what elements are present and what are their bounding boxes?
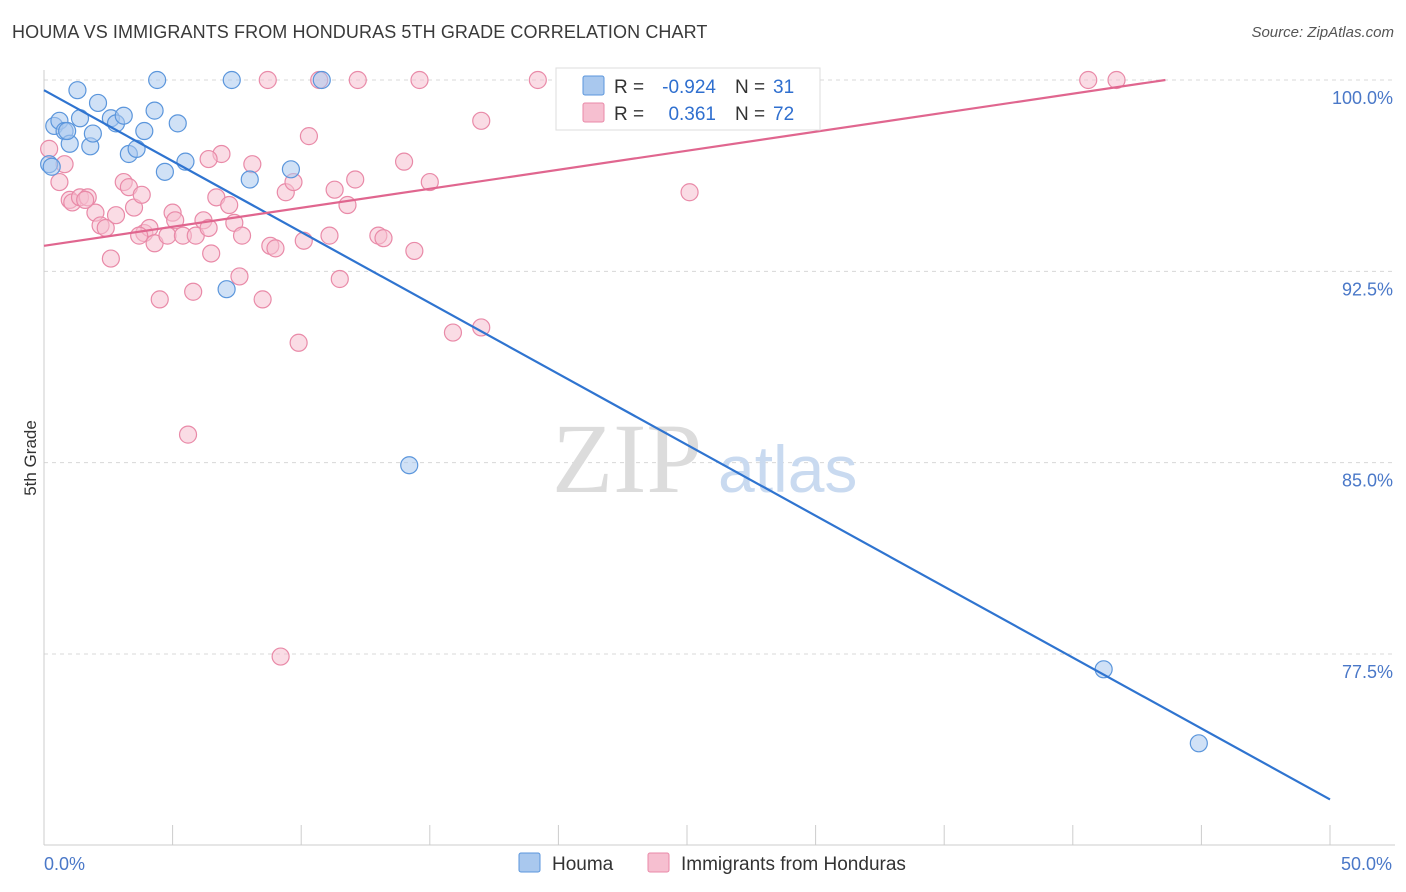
honduras-point — [132, 185, 151, 204]
houma-point — [83, 124, 102, 143]
watermark-atlas: atlas — [718, 432, 857, 506]
honduras-point — [680, 183, 699, 202]
honduras-point — [320, 226, 339, 245]
houma-point — [68, 81, 87, 100]
houma-point — [58, 121, 77, 141]
stats-r-value-honduras: 0.361 — [668, 104, 716, 125]
honduras-point — [1107, 70, 1126, 90]
honduras-point — [420, 172, 439, 192]
houma-point — [42, 157, 61, 176]
houma-point — [135, 121, 154, 141]
houma-point — [1189, 734, 1208, 753]
honduras-point — [40, 139, 59, 158]
stats-legend-swatch-houma — [582, 75, 605, 96]
houma-point — [155, 162, 174, 181]
houma-point — [88, 93, 108, 113]
honduras-point — [325, 180, 344, 199]
honduras-point — [289, 333, 308, 352]
x-tick-label-max: 50.0% — [1341, 854, 1392, 874]
houma-point — [145, 101, 164, 120]
stats-r-label-honduras: R = — [614, 104, 644, 125]
honduras-point — [346, 170, 365, 189]
houma-point — [222, 70, 241, 90]
honduras-point — [348, 70, 367, 90]
y-tick-labels: 100.0% 92.5% 85.0% 77.5% — [1332, 88, 1393, 682]
honduras-point — [202, 244, 221, 263]
honduras-point — [294, 231, 313, 250]
stats-n-value-houma: 31 — [773, 77, 794, 98]
houma-point — [114, 106, 133, 125]
trend-lines — [43, 78, 1331, 801]
legend-swatch-honduras — [647, 852, 670, 873]
houma-point — [240, 170, 259, 189]
honduras-point — [243, 155, 262, 174]
honduras-point — [253, 290, 272, 309]
honduras-point — [150, 290, 169, 309]
x-tick-marks — [43, 825, 1331, 845]
houma-point — [168, 114, 187, 133]
source-label: Source: ZipAtlas.com — [1251, 24, 1394, 41]
honduras-point — [271, 647, 290, 666]
honduras-trend-line — [43, 78, 1166, 247]
legend-swatch-houma — [518, 852, 541, 873]
honduras-point — [258, 70, 277, 90]
honduras-points — [40, 70, 1126, 666]
houma-point — [148, 70, 167, 90]
houma-points — [40, 70, 1208, 753]
honduras-point — [184, 282, 203, 301]
y-tick-label: 77.5% — [1342, 662, 1393, 682]
honduras-point — [232, 226, 252, 245]
honduras-point — [199, 149, 218, 169]
honduras-point — [299, 127, 319, 146]
y-tick-label: 85.0% — [1342, 471, 1393, 491]
houma-point — [281, 160, 301, 179]
houma-point — [312, 70, 331, 90]
houma-trend-line — [43, 89, 1331, 801]
y-tick-label: 100.0% — [1332, 88, 1393, 108]
legend-label-honduras: Immigrants from Honduras — [681, 854, 906, 875]
honduras-point — [394, 152, 414, 171]
honduras-point — [472, 111, 491, 130]
honduras-point — [130, 226, 149, 245]
honduras-point — [528, 70, 547, 90]
honduras-point — [374, 229, 393, 248]
stats-legend-swatch-honduras — [582, 102, 605, 123]
honduras-point — [199, 218, 218, 238]
honduras-point — [101, 249, 120, 268]
honduras-point — [266, 239, 285, 258]
honduras-point — [405, 241, 424, 261]
honduras-point — [76, 190, 95, 210]
honduras-point — [50, 172, 69, 192]
honduras-point — [1079, 70, 1098, 90]
stats-n-label-houma: N = — [735, 77, 765, 98]
honduras-point — [106, 206, 126, 225]
honduras-point — [158, 226, 177, 245]
houma-point — [127, 139, 146, 158]
stats-n-value-honduras: 72 — [773, 104, 794, 125]
honduras-point — [178, 425, 198, 444]
stats-legend: R = -0.924 N = 31 R = 0.361 N = 72 — [555, 67, 821, 131]
chart-title: HOUMA VS IMMIGRANTS FROM HONDURAS 5TH GR… — [12, 22, 708, 42]
houma-point — [217, 280, 236, 299]
y-axis-label: 5th Grade — [21, 420, 40, 496]
honduras-point — [230, 267, 249, 286]
honduras-point — [166, 211, 185, 230]
series-legend: Houma Immigrants from Honduras — [518, 852, 906, 875]
houma-point — [400, 456, 419, 475]
y-tick-label: 92.5% — [1342, 279, 1393, 299]
stats-n-label-honduras: N = — [735, 104, 765, 125]
honduras-point — [410, 70, 429, 90]
legend-label-houma: Houma — [552, 854, 614, 875]
x-tick-label-min: 0.0% — [44, 854, 85, 874]
honduras-point — [443, 323, 463, 342]
watermark-zip: ZIP — [552, 403, 702, 514]
stats-r-label-houma: R = — [614, 77, 644, 98]
honduras-point — [330, 269, 349, 289]
stats-r-value-houma: -0.924 — [662, 77, 716, 98]
honduras-point — [220, 195, 239, 215]
